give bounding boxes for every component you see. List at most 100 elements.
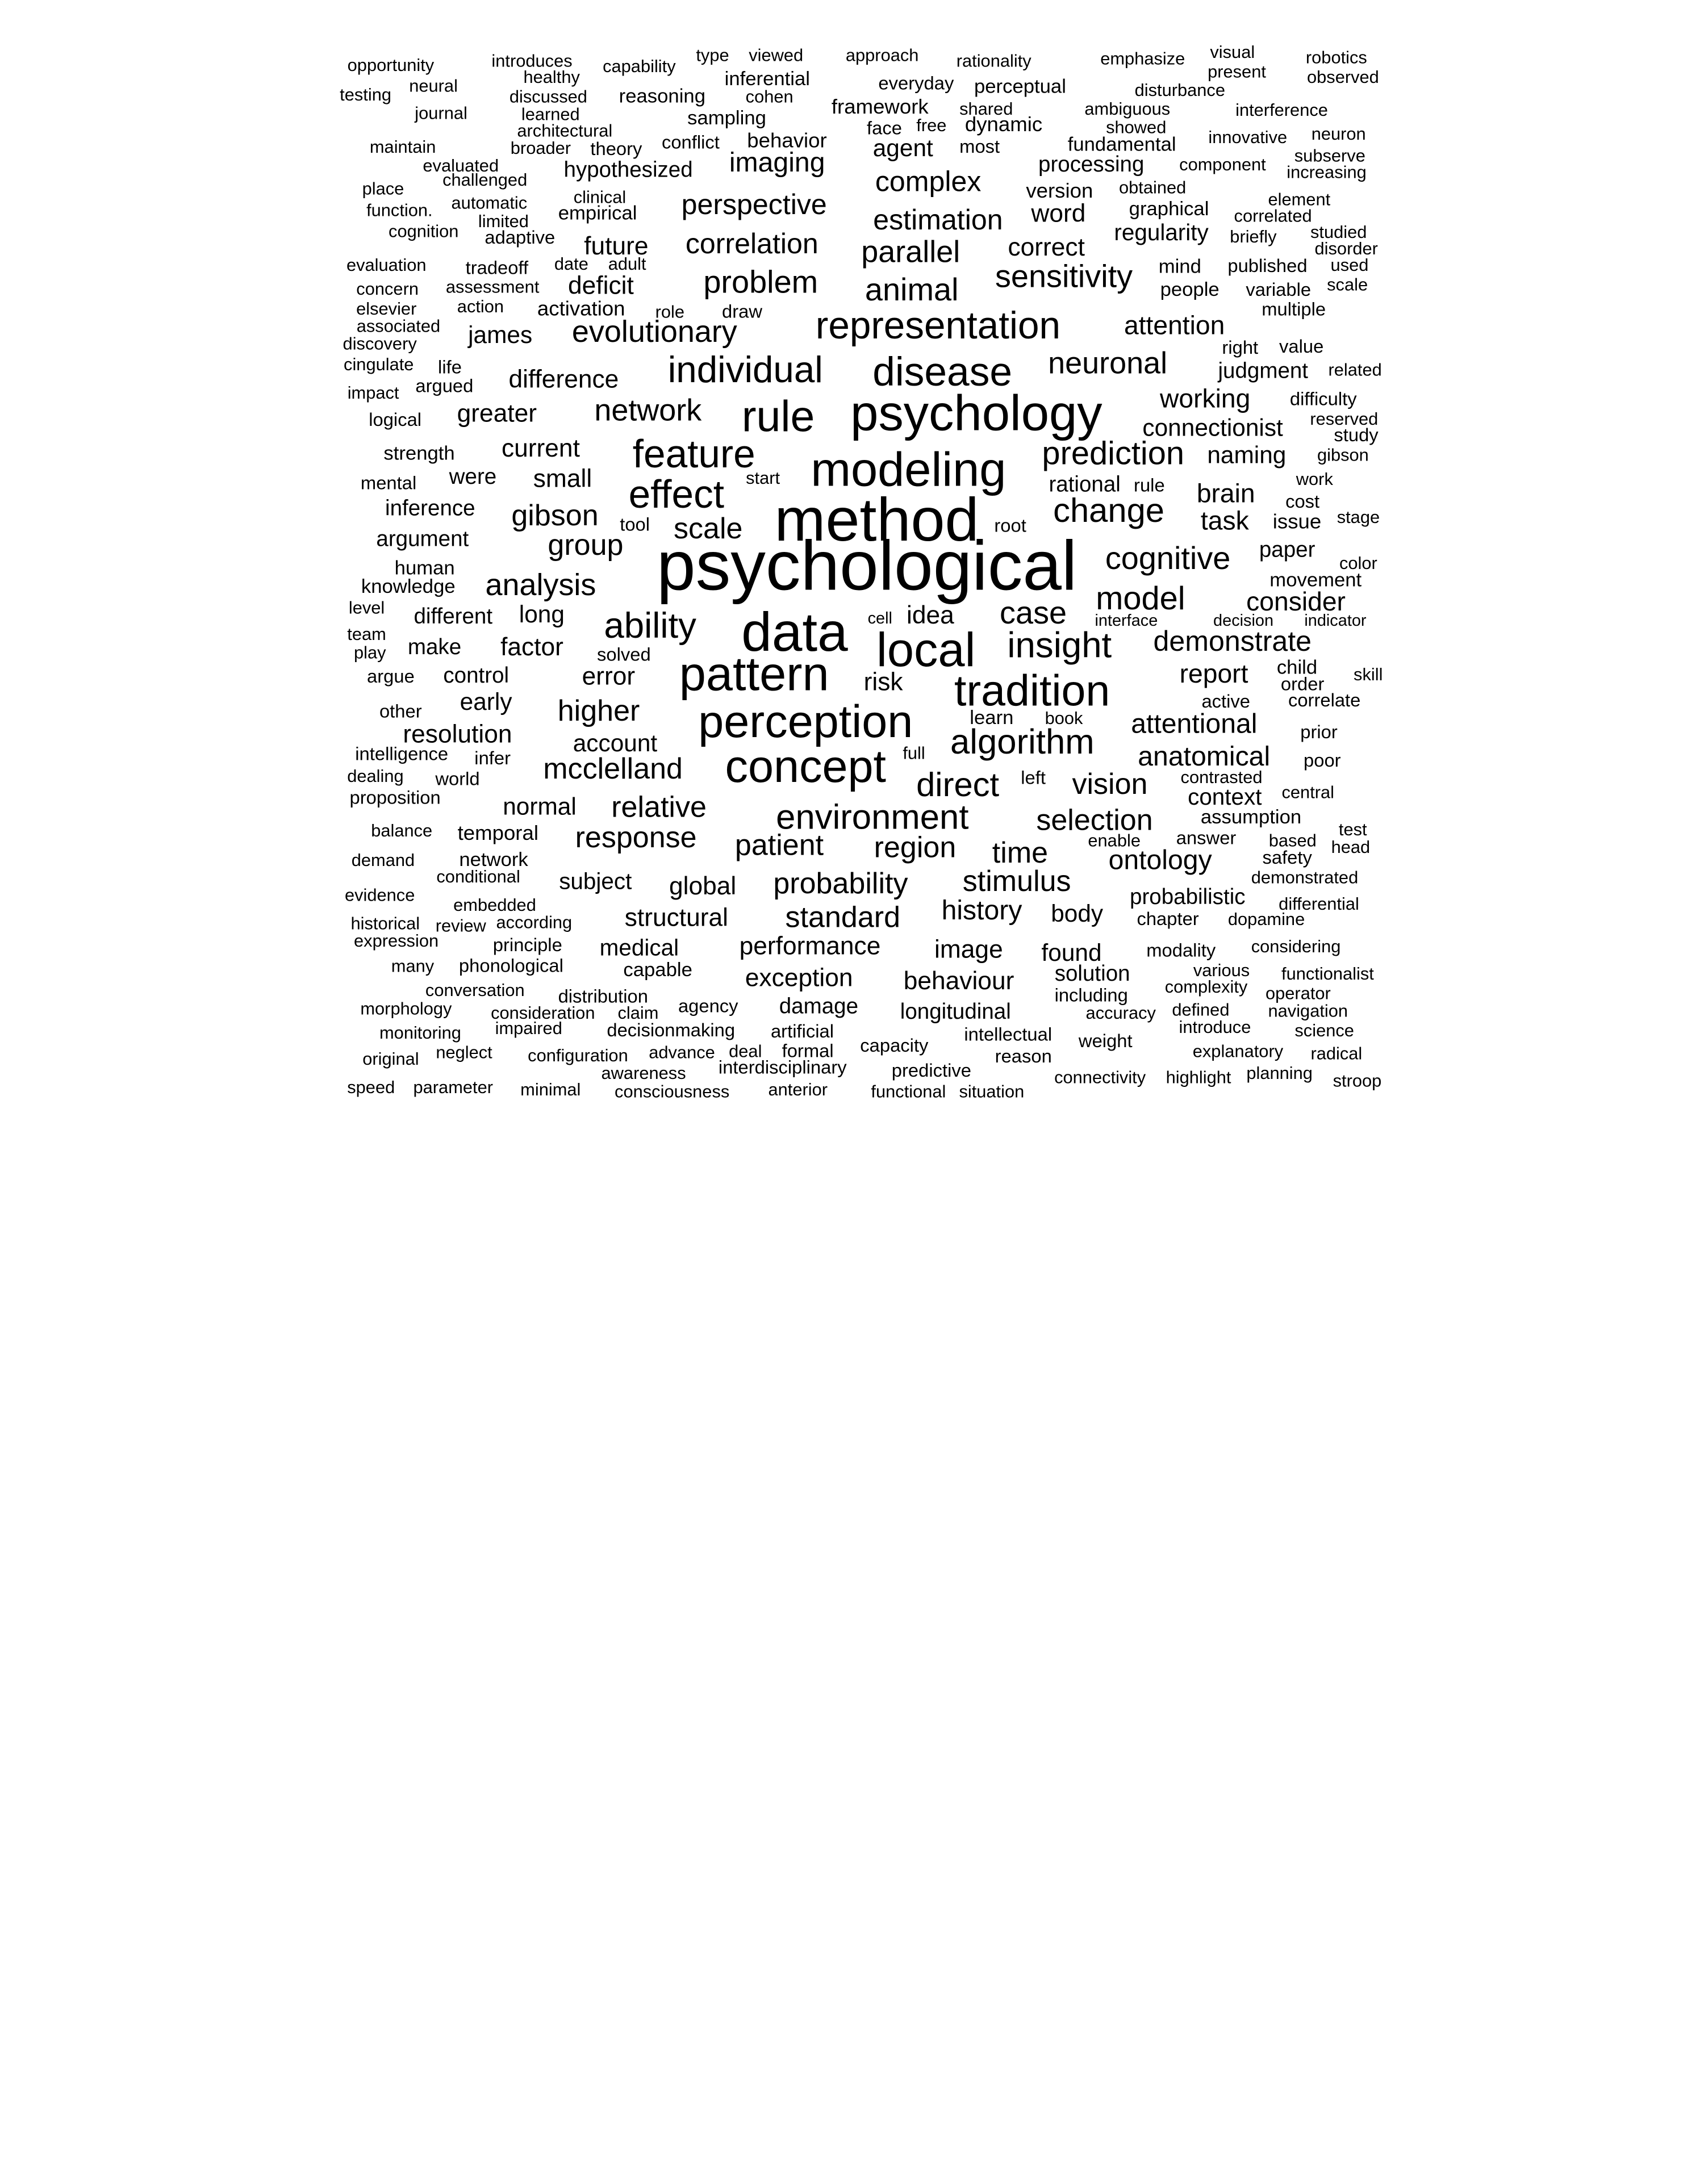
cloud-word: disorder bbox=[1315, 239, 1378, 258]
cloud-word: capacity bbox=[860, 1035, 929, 1056]
cloud-word: briefly bbox=[1230, 227, 1277, 246]
cloud-word: mind bbox=[1159, 256, 1201, 278]
cloud-word: conversation bbox=[425, 980, 525, 1000]
cloud-word: minimal bbox=[520, 1080, 580, 1099]
cloud-word: functionalist bbox=[1281, 964, 1374, 984]
cloud-word: anatomical bbox=[1138, 741, 1270, 772]
cloud-word: date bbox=[554, 254, 588, 274]
cloud-word: connectionist bbox=[1142, 414, 1283, 441]
cloud-word: difference bbox=[508, 366, 619, 394]
cloud-word: interference bbox=[1235, 100, 1328, 120]
cloud-word: accuracy bbox=[1086, 1003, 1156, 1023]
cloud-word: approach bbox=[846, 45, 919, 65]
cloud-word: representation bbox=[816, 304, 1060, 347]
cloud-word: dopamine bbox=[1228, 909, 1305, 929]
cloud-word: sensitivity bbox=[995, 258, 1133, 294]
cloud-word: answer bbox=[1176, 827, 1237, 848]
cloud-word: adult bbox=[608, 254, 646, 274]
cloud-word: disease bbox=[872, 350, 1012, 395]
cloud-word: right bbox=[1222, 337, 1258, 358]
cloud-word: connectivity bbox=[1054, 1068, 1146, 1087]
cloud-word: evaluation bbox=[346, 255, 427, 275]
cloud-word: testing bbox=[340, 85, 391, 104]
cloud-word: decisionmaking bbox=[607, 1019, 735, 1040]
cloud-word: relative bbox=[611, 790, 707, 823]
cloud-word: small bbox=[533, 465, 592, 493]
cloud-word: shared bbox=[959, 99, 1013, 119]
cloud-word: resolution bbox=[403, 721, 512, 748]
cloud-word: showed bbox=[1106, 118, 1166, 137]
cloud-word: studied bbox=[1310, 222, 1367, 242]
cloud-word: cingulate bbox=[344, 354, 414, 374]
cloud-word: neuron bbox=[1312, 124, 1366, 144]
cloud-word: navigation bbox=[1268, 1001, 1348, 1020]
cloud-word: innovative bbox=[1208, 127, 1287, 147]
cloud-word: root bbox=[994, 515, 1026, 536]
cloud-word: analysis bbox=[485, 568, 596, 602]
cloud-word: reserved bbox=[1310, 409, 1378, 429]
cloud-word: architectural bbox=[517, 120, 612, 140]
cloud-word: dealing bbox=[347, 766, 403, 786]
cloud-word: awareness bbox=[602, 1063, 686, 1083]
cloud-word: work bbox=[1296, 469, 1334, 489]
cloud-word: psychological bbox=[657, 527, 1077, 605]
cloud-word: vision bbox=[1072, 768, 1147, 801]
cloud-word: knowledge bbox=[361, 576, 456, 597]
cloud-word: inference bbox=[385, 496, 475, 521]
cloud-word: higher bbox=[558, 694, 640, 727]
cloud-word: tradition bbox=[954, 666, 1110, 715]
cloud-word: damage bbox=[779, 994, 858, 1019]
cloud-word: deficit bbox=[568, 271, 634, 299]
cloud-word: task bbox=[1201, 506, 1250, 535]
cloud-word: network bbox=[594, 393, 702, 427]
cloud-word: chapter bbox=[1137, 908, 1198, 929]
cloud-word: were bbox=[449, 465, 497, 489]
cloud-word: cognition bbox=[389, 221, 458, 241]
cloud-word: judgment bbox=[1217, 358, 1308, 383]
cloud-word: everyday bbox=[878, 73, 954, 94]
cloud-word: idea bbox=[907, 601, 954, 629]
word-cloud-canvas: psychological method data psychology mod… bbox=[340, 42, 1383, 1102]
cloud-word: impaired bbox=[495, 1018, 562, 1038]
cloud-word: direct bbox=[916, 765, 999, 804]
cloud-word: free bbox=[916, 115, 946, 135]
cloud-word: published bbox=[1227, 255, 1307, 276]
cloud-word: james bbox=[467, 321, 532, 348]
cloud-word: proposition bbox=[350, 786, 441, 808]
cloud-word: demonstrate bbox=[1154, 625, 1312, 657]
cloud-word: complex bbox=[875, 166, 982, 198]
cloud-word: ontology bbox=[1109, 845, 1212, 876]
cloud-word: distribution bbox=[558, 985, 648, 1006]
cloud-word: reason bbox=[995, 1045, 1052, 1066]
cloud-word: context bbox=[1188, 784, 1262, 810]
cloud-word: associated bbox=[357, 316, 440, 336]
cloud-word: rationality bbox=[957, 51, 1032, 70]
cloud-word: theory bbox=[590, 138, 642, 159]
cloud-word: weight bbox=[1078, 1030, 1133, 1051]
cloud-word: early bbox=[460, 688, 513, 715]
cloud-word: broader bbox=[511, 138, 571, 158]
cloud-word: prior bbox=[1300, 721, 1338, 742]
cloud-word: cognitive bbox=[1105, 540, 1231, 576]
cloud-word: assessment bbox=[446, 277, 540, 296]
cloud-word: predictive bbox=[892, 1060, 971, 1081]
cloud-word: healthy bbox=[524, 67, 580, 87]
cloud-word: probability bbox=[773, 867, 908, 900]
cloud-word: temporal bbox=[458, 821, 538, 844]
cloud-word: anterior bbox=[769, 1080, 828, 1099]
cloud-word: original bbox=[362, 1049, 419, 1069]
cloud-word: method bbox=[775, 485, 979, 554]
cloud-word: clinical bbox=[574, 187, 627, 207]
cloud-word: algorithm bbox=[950, 722, 1095, 762]
cloud-word: place bbox=[362, 178, 404, 198]
cloud-word: introduce bbox=[1179, 1017, 1251, 1037]
cloud-word: functional bbox=[871, 1082, 946, 1102]
cloud-word: decision bbox=[1213, 612, 1273, 630]
cloud-word: ability bbox=[604, 605, 696, 646]
cloud-word: automatic bbox=[452, 193, 528, 212]
cloud-word: conditional bbox=[436, 867, 520, 886]
cloud-word: activation bbox=[537, 297, 625, 320]
cloud-word: infer bbox=[474, 747, 511, 768]
cloud-word: scale bbox=[674, 512, 742, 545]
